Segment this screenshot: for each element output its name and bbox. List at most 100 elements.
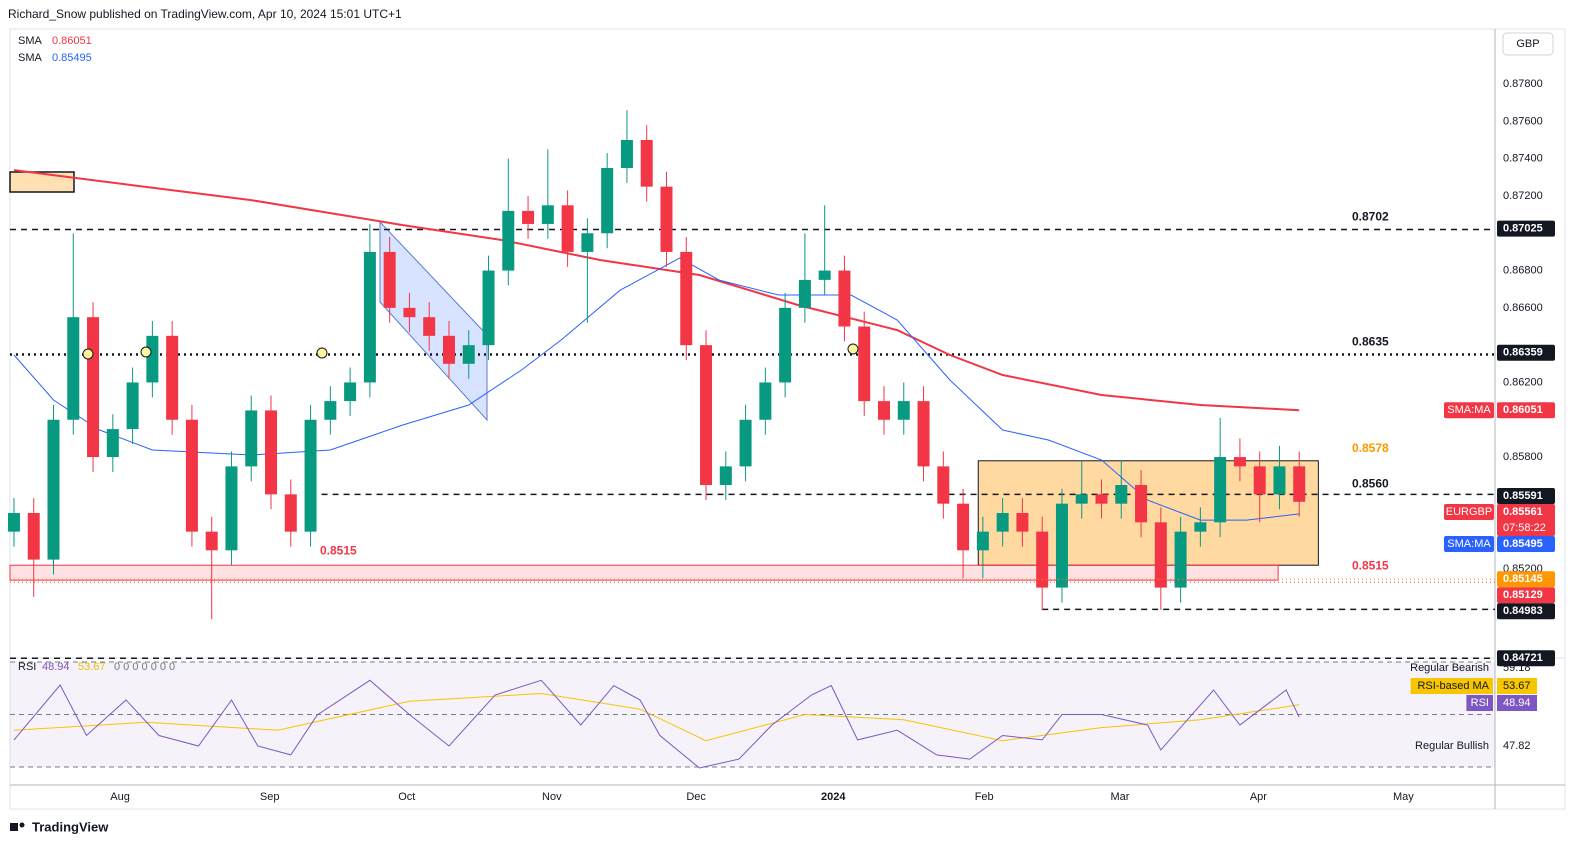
candle-body (403, 307, 416, 318)
candle-body (47, 419, 60, 560)
rsi-legend-name: RSI (18, 661, 36, 673)
candle-body (363, 251, 376, 383)
price-badge-value: 0.85495 (1503, 538, 1543, 550)
legend-value: 0.85495 (52, 52, 92, 64)
legend-name: SMA (18, 52, 43, 64)
rsi-label-box (1410, 678, 1493, 694)
rsi-label-box (1466, 695, 1493, 711)
candle-body (344, 382, 357, 402)
plot: 0.8578 0.8515 0.8515 0.8702 0.8635 0.8560 (7, 110, 1495, 660)
rsi-label: Regular Bullish (1415, 740, 1489, 752)
level-label: 0.8635 (1352, 335, 1389, 349)
candle-body (462, 345, 475, 364)
candle-body (976, 531, 989, 551)
box-drawing (9, 171, 75, 193)
candle-body (126, 382, 139, 430)
legend-value: 0.86051 (52, 35, 92, 47)
price-badge (1497, 402, 1555, 419)
candle-body (779, 307, 792, 383)
y-tick-label: 0.86600 (1503, 302, 1543, 314)
candle-body (324, 401, 337, 420)
rsi-value: 48.94 (1503, 697, 1531, 709)
marker (847, 343, 859, 355)
price-badge (1497, 536, 1555, 553)
candle-body (423, 317, 436, 336)
badge-name: SMA:MA (1447, 538, 1491, 550)
candle-body (858, 326, 871, 402)
candle-body (996, 512, 1009, 532)
candle-body (700, 345, 713, 486)
price-badge-value: 0.87025 (1503, 223, 1543, 235)
rsi-legend-value: 48.94 (42, 661, 70, 673)
price-badge (1497, 587, 1555, 604)
price-badge (1497, 220, 1555, 237)
candle-body (1154, 522, 1167, 588)
price-badge-value: 0.85145 (1503, 573, 1543, 585)
candle-body (1273, 466, 1286, 495)
y-tick-label: 0.85800 (1503, 451, 1543, 463)
rsi-ma-line (13, 692, 1300, 742)
marker (82, 348, 94, 360)
price-badge-value: 0.84721 (1503, 652, 1543, 664)
price-badge (1497, 571, 1555, 588)
candle-body (877, 401, 890, 420)
moving-average (13, 257, 1300, 521)
candle-body (541, 205, 554, 224)
currency-button[interactable] (1502, 32, 1554, 56)
price-badge (1497, 650, 1555, 667)
candle-body (1115, 485, 1128, 504)
candle-body (1055, 503, 1068, 588)
candle-body (87, 317, 100, 458)
candle-body (561, 205, 574, 252)
rsi-value-box (1497, 678, 1537, 694)
price-badge (1497, 344, 1555, 361)
rsi-value: 59.18 (1503, 662, 1531, 674)
price-badge-value: 0.84983 (1503, 605, 1543, 617)
candle-body (383, 251, 396, 308)
touch-markers (82, 343, 859, 360)
y-tick-label: 0.87400 (1503, 153, 1543, 165)
badge-name: EURGBP (1446, 506, 1492, 518)
candle-body (7, 512, 20, 532)
candle-body (304, 419, 317, 532)
price-badge (1497, 603, 1555, 620)
rsi-value: 47.82 (1503, 740, 1531, 752)
candle-body (838, 270, 851, 327)
candle-body (67, 317, 80, 420)
candle-body (1016, 512, 1029, 532)
candle-body (106, 429, 119, 458)
candle-body (759, 382, 772, 420)
candle-body (1233, 457, 1246, 467)
x-tick-label: Feb (975, 791, 994, 803)
candle-body (937, 466, 950, 504)
marker (140, 346, 152, 358)
x-tick-label: Nov (542, 791, 562, 803)
badge-name-box (1444, 536, 1494, 553)
logo (19, 822, 25, 828)
level-label: 0.8578 (1352, 441, 1389, 455)
zone (977, 460, 1319, 566)
candle-body (620, 140, 633, 168)
price-badge-value: 0.85129 (1503, 589, 1543, 601)
x-tick-label: Aug (110, 791, 130, 803)
logo (10, 823, 18, 831)
candle-body (581, 233, 594, 252)
candle-body (897, 401, 910, 420)
level-label: 0.8515 (1352, 558, 1389, 572)
candle-body (798, 279, 811, 308)
frame (9, 28, 1566, 810)
currency[interactable]: GBP (1516, 38, 1539, 50)
candle-body (146, 335, 159, 383)
marker (316, 347, 328, 359)
x-tick-label: Oct (398, 791, 415, 803)
x-tick-label: Sep (260, 791, 280, 803)
byline: Richard_Snow published on TradingView.co… (8, 7, 402, 21)
legend-name: SMA (18, 35, 43, 47)
candle-body (1194, 522, 1207, 532)
x-tick-label: Mar (1110, 791, 1129, 803)
rsi-params: 0 0 0 0 0 0 0 (114, 661, 175, 673)
x-tick-label: May (1393, 791, 1414, 803)
brand: TradingView (10, 819, 109, 834)
